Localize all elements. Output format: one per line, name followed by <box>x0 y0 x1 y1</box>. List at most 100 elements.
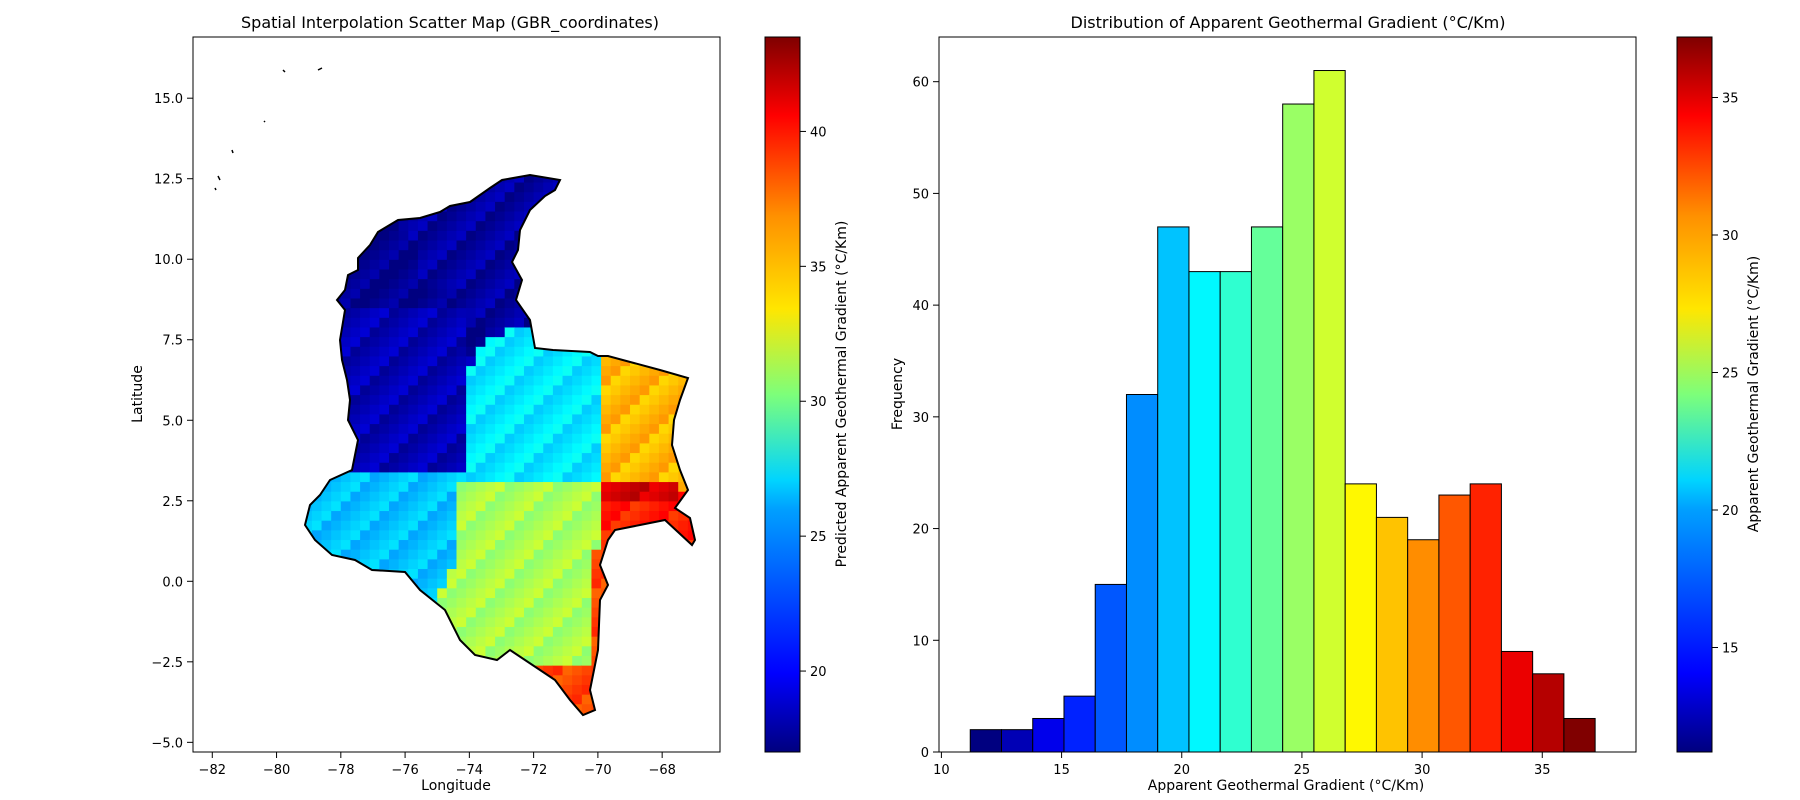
map-cell <box>417 404 429 415</box>
map-cell <box>475 578 487 589</box>
map-cell <box>668 510 679 521</box>
map-cell <box>495 181 506 193</box>
map-cell <box>523 645 535 656</box>
map-cell <box>591 365 602 376</box>
map-cell <box>456 278 467 289</box>
map-cell <box>658 462 670 473</box>
map-cell <box>350 500 361 512</box>
map-cell <box>523 558 535 570</box>
map-cell <box>379 520 390 531</box>
map-cell <box>523 326 535 338</box>
hist-bar <box>1250 226 1284 753</box>
map-cell <box>331 539 342 550</box>
map-cell <box>601 355 612 367</box>
map-cell <box>398 278 409 289</box>
map-cell <box>437 587 448 599</box>
hist-y-tick-label: 50 <box>912 187 929 202</box>
map-cell <box>495 423 506 434</box>
map-cell <box>504 365 515 376</box>
map-cell <box>649 452 660 463</box>
map-cell <box>581 510 593 521</box>
map-cell <box>466 210 477 222</box>
map-cell <box>562 365 573 376</box>
map-cell <box>305 510 313 521</box>
map-cell <box>504 539 515 550</box>
map-cell <box>591 452 602 463</box>
map-colorbar-label: Predicted Apparent Geothermal Gradient (… <box>834 221 850 568</box>
map-cell <box>475 413 487 425</box>
map-cell <box>601 491 612 502</box>
map-cell <box>417 568 429 579</box>
map-cell <box>523 626 535 637</box>
map-cell <box>427 413 438 425</box>
map-cell <box>658 442 670 454</box>
map-cell <box>552 539 564 550</box>
map-cell <box>389 500 400 512</box>
hist-colorbar-tick-label: 35 <box>1722 92 1739 107</box>
map-cell <box>649 365 660 376</box>
map-cell <box>466 491 477 502</box>
map-cell <box>649 423 660 434</box>
map-cell <box>485 636 496 647</box>
map-cell <box>572 355 583 367</box>
map-cell <box>446 346 458 357</box>
map-cell <box>630 471 641 483</box>
map-cell <box>446 336 458 347</box>
map-cell <box>437 568 448 579</box>
hist-title: Distribution of Apparent Geothermal Grad… <box>1071 13 1506 32</box>
hist-colorbar-tick-label: 25 <box>1722 367 1739 382</box>
map-cell <box>446 268 458 280</box>
map-cell <box>340 346 352 357</box>
map-cell <box>523 452 535 463</box>
map-cell <box>581 568 593 579</box>
map-cell <box>369 462 380 473</box>
map-cell <box>437 491 448 502</box>
map-cell <box>601 384 612 396</box>
map-cell <box>446 365 458 376</box>
map-cell <box>466 587 477 599</box>
hist-bar <box>1188 271 1221 753</box>
map-cell <box>360 375 371 386</box>
map-cell <box>379 375 390 386</box>
map-cell <box>417 297 429 309</box>
map-cell <box>427 346 438 357</box>
map-cell <box>446 442 458 454</box>
map-cell <box>466 259 477 270</box>
map-cell <box>389 288 400 299</box>
map-cell <box>466 558 477 570</box>
map-cell <box>379 491 390 502</box>
map-cell <box>620 413 631 425</box>
map-cell <box>408 481 419 492</box>
map-cell <box>466 471 477 483</box>
map-cell <box>475 249 487 260</box>
map-cell <box>591 616 602 627</box>
map-cell <box>398 336 409 347</box>
map-cell <box>581 607 593 618</box>
map-cell <box>408 471 419 483</box>
map-cell <box>678 520 689 531</box>
map-cell <box>572 674 583 685</box>
map-cell <box>610 520 621 531</box>
map-cell <box>562 558 573 570</box>
hist-y-tick-label: 20 <box>912 523 929 538</box>
map-cell <box>369 365 380 376</box>
map-cell <box>514 413 525 425</box>
map-cell <box>514 355 525 367</box>
map-cell <box>678 375 689 386</box>
map-cell <box>610 404 621 415</box>
map-cell <box>552 655 564 666</box>
map-cell <box>437 355 448 367</box>
map-cell <box>360 326 371 338</box>
map-cell <box>340 288 352 299</box>
map-cell <box>389 384 400 396</box>
map-cell <box>523 597 535 608</box>
map-cell <box>533 491 544 502</box>
map-cell <box>495 578 506 589</box>
map-cell <box>427 481 438 492</box>
map-cell <box>581 452 593 463</box>
map-cell <box>610 471 621 483</box>
map-cell <box>369 239 380 251</box>
map-cell <box>533 462 544 473</box>
map-cell <box>340 491 352 502</box>
map-cell <box>485 201 496 212</box>
